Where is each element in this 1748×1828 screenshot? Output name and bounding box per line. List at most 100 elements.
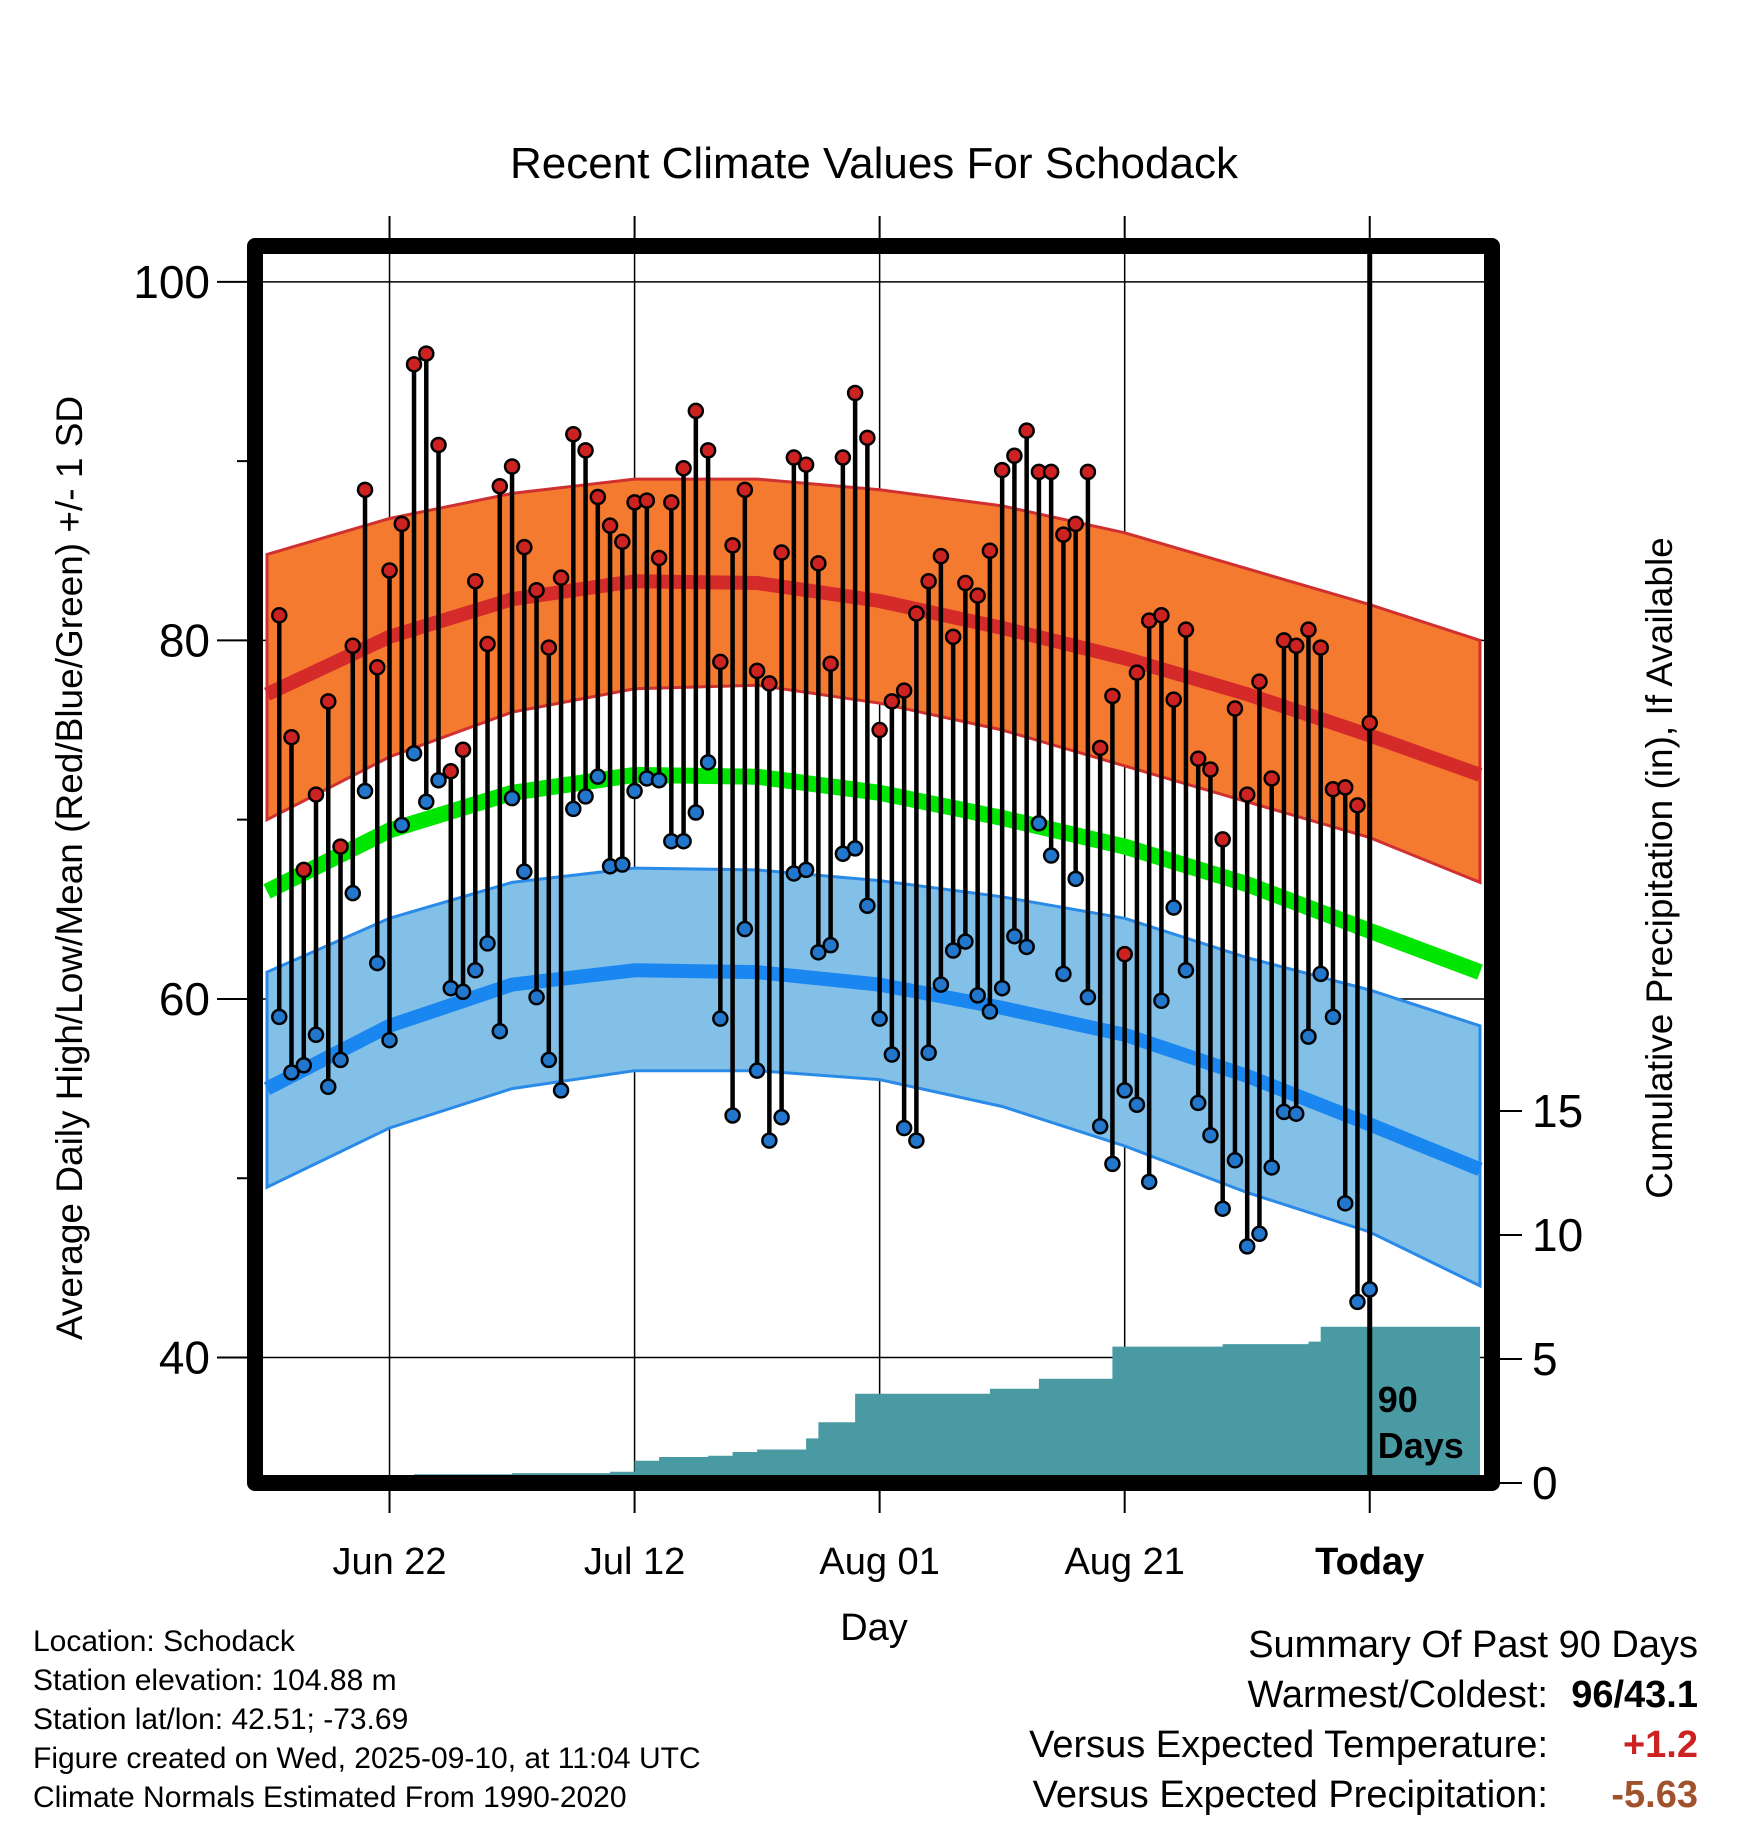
daily-high-point xyxy=(418,345,435,362)
daily-low-point xyxy=(822,936,839,954)
daily-low-point xyxy=(1116,1082,1133,1099)
daily-low-point xyxy=(932,976,950,993)
daily-high-point xyxy=(1104,687,1121,705)
daily-low-point xyxy=(712,1010,729,1027)
daily-low-point xyxy=(969,987,986,1004)
precip-area xyxy=(267,1326,1480,1483)
daily-low-point xyxy=(908,1132,925,1149)
x-axis-label: Day xyxy=(840,1607,908,1649)
precip-anomaly-row: Versus Expected Precipitation: -5.63 xyxy=(798,1770,1698,1820)
daily-high-point xyxy=(1287,637,1305,655)
daily-high-point xyxy=(846,384,864,402)
x-tick-label: Today xyxy=(1315,1541,1424,1583)
daily-high-point xyxy=(773,544,790,561)
y-tick-label: 60 xyxy=(159,973,210,1025)
daily-low-point xyxy=(491,1022,509,1040)
daily-high-point xyxy=(1349,797,1366,814)
daily-low-point xyxy=(1324,1008,1342,1026)
daily-low-point xyxy=(1189,1094,1207,1112)
daily-low-point xyxy=(944,942,962,959)
daily-high-point xyxy=(1018,422,1035,439)
daily-high-point xyxy=(295,861,313,879)
daily-low-point xyxy=(430,771,447,789)
daily-high-point xyxy=(479,635,496,653)
daily-high-point xyxy=(650,549,668,567)
daily-low-point xyxy=(687,804,705,821)
daily-low-point xyxy=(614,856,631,873)
daily-low-point xyxy=(810,944,827,961)
daily-high-point xyxy=(1116,945,1133,963)
daily-high-point xyxy=(981,542,999,560)
daily-low-point xyxy=(1165,899,1182,916)
daily-high-point xyxy=(663,494,680,511)
daily-high-point xyxy=(442,763,460,780)
daily-high-point xyxy=(932,547,950,565)
y-tick-label: 40 xyxy=(159,1332,210,1384)
axes: 40 60 80 100 0 5 10 15 Jun 22 Jul 12 Aug 01 Aug 21 T… xyxy=(133,216,1583,1583)
daily-high-point xyxy=(797,456,815,473)
daily-high-point xyxy=(822,655,839,672)
daily-low-point xyxy=(307,1026,325,1044)
station-info: Location: Schodack Station elevation: 10… xyxy=(33,1622,701,1817)
daily-high-point xyxy=(969,587,986,604)
daily-high-point xyxy=(675,460,692,477)
daily-low-point xyxy=(528,988,545,1006)
daily-high-point xyxy=(430,436,447,454)
daily-high-point xyxy=(577,442,594,459)
precip-anomaly-value: -5.63 xyxy=(1611,1774,1698,1816)
temp-anomaly-row: Versus Expected Temperature: +1.2 xyxy=(798,1720,1698,1770)
daily-high-point xyxy=(1079,463,1097,481)
daily-high-point xyxy=(1251,673,1268,690)
daily-high-point xyxy=(993,461,1011,479)
daily-high-point xyxy=(944,628,962,646)
daily-low-point xyxy=(1263,1159,1280,1176)
daily-high-point xyxy=(1361,714,1378,732)
daily-low-point xyxy=(516,863,533,880)
daily-high-point xyxy=(1006,447,1023,465)
daily-high-point xyxy=(638,492,656,509)
daily-high-point xyxy=(1165,691,1182,708)
x-tick-label: Aug 01 xyxy=(819,1541,939,1583)
daily-high-point xyxy=(871,721,888,739)
daily-low-point xyxy=(1287,1105,1305,1122)
coldest-value: 43.1 xyxy=(1624,1674,1698,1716)
daily-low-point xyxy=(1361,1281,1378,1298)
daily-low-point xyxy=(846,840,864,857)
daily-high-point xyxy=(810,555,827,572)
daily-low-point xyxy=(883,1046,901,1063)
daily-high-point xyxy=(1263,770,1280,787)
plot-frame xyxy=(247,238,1500,1491)
daily-low-point xyxy=(1312,965,1329,983)
daily-low-point xyxy=(467,962,484,979)
plot-clip-group xyxy=(255,246,1492,1483)
y-tick-label: 80 xyxy=(159,614,210,666)
daily-low-point xyxy=(895,1119,913,1137)
daily-high-point xyxy=(467,572,484,590)
precip-anomaly-label: Versus Expected Precipitation: xyxy=(1032,1774,1548,1816)
daily-high-point xyxy=(1067,515,1084,533)
x-tick-label: Jul 12 xyxy=(584,1541,685,1583)
daily-high-point xyxy=(601,517,619,534)
daily-high-point xyxy=(1238,786,1256,803)
daily-high-point xyxy=(908,605,925,622)
daily-low-point xyxy=(1006,927,1023,945)
daily-low-point xyxy=(1067,870,1084,888)
daily-low-point xyxy=(344,884,362,902)
daily-low-point xyxy=(1226,1152,1244,1169)
y2-tick-label: 0 xyxy=(1532,1457,1558,1509)
daily-high-point xyxy=(1091,739,1109,757)
daily-high-point xyxy=(565,425,582,443)
y2-tick-label: 5 xyxy=(1532,1333,1558,1385)
daily-high-point xyxy=(540,639,558,656)
daily-high-point xyxy=(589,488,607,506)
daily-high-point xyxy=(883,693,901,710)
location-text: Location: Schodack xyxy=(33,1625,295,1658)
daily-low-point xyxy=(1214,1200,1231,1217)
daily-high-point xyxy=(785,449,803,466)
latlon-text: Station lat/lon: 42.51; -73.69 xyxy=(33,1703,409,1736)
daily-high-point xyxy=(528,581,545,599)
daily-high-point xyxy=(271,607,288,624)
y2-tick-label: 10 xyxy=(1532,1209,1583,1261)
y-tick-label: 100 xyxy=(133,256,210,308)
daily-low-point xyxy=(503,789,521,807)
